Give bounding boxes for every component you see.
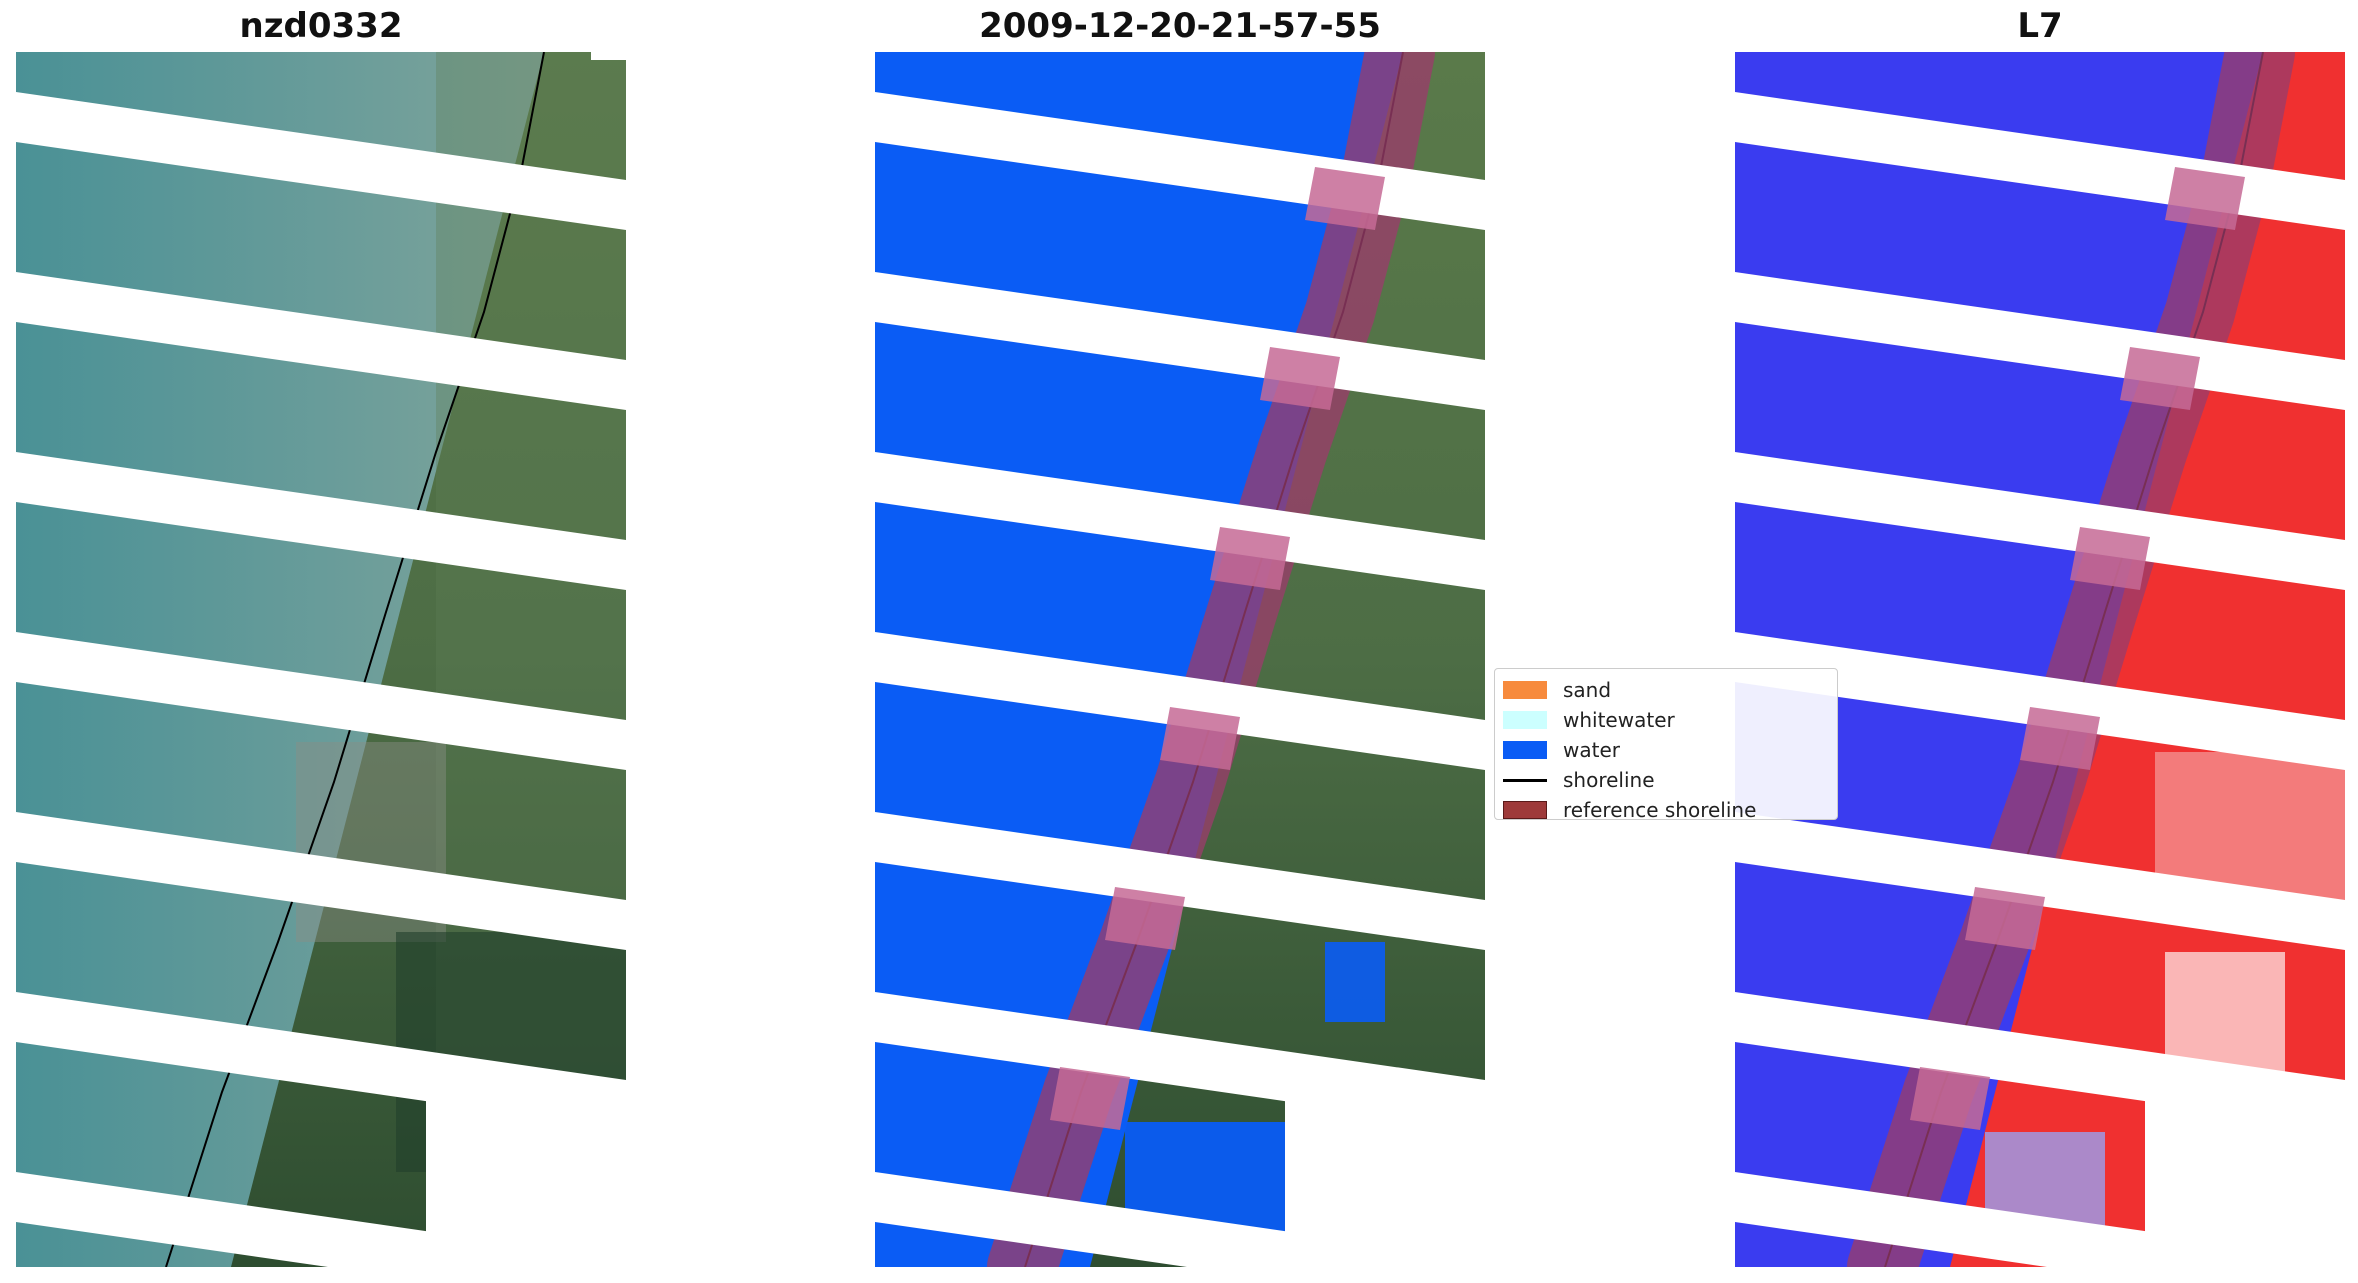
panel-title-date: 2009-12-20-21-57-55 [979,6,1381,46]
reference-shoreline-swatch [1503,801,1547,819]
classification-panel [875,52,1485,1267]
legend-item-sand: sand [1503,675,1837,705]
legend-item-shoreline: shoreline [1503,765,1837,795]
stripe-gaps [16,92,626,1267]
sand-swatch [1503,681,1547,699]
rgb-image-panel [16,52,626,1267]
legend-label: whitewater [1563,708,1675,732]
legend-label: water [1563,738,1620,762]
legend-item-reference-shoreline: reference shoreline [1503,795,1837,820]
shoreline-line-icon [1503,778,1547,782]
legend-label: reference shoreline [1563,798,1757,820]
index-image [1735,52,2345,1267]
panel-title-sensor: L7 [2017,6,2063,46]
legend-item-water: water [1503,735,1837,765]
classified-image [875,52,1485,1267]
panel-title-image: nzd0332 [239,6,403,46]
water-swatch [1503,741,1547,759]
legend-label: sand [1563,678,1612,702]
buffer-over-gaps [1050,167,1385,1130]
legend-item-whitewater: whitewater [1503,705,1837,735]
legend-label: shoreline [1563,768,1655,792]
legend: sand whitewater water shoreline referenc… [1494,668,1838,820]
whitewater-swatch [1503,711,1547,729]
buffer-over-gaps [1910,167,2245,1130]
index-panel [1735,52,2345,1267]
rgb-image [16,52,626,1267]
